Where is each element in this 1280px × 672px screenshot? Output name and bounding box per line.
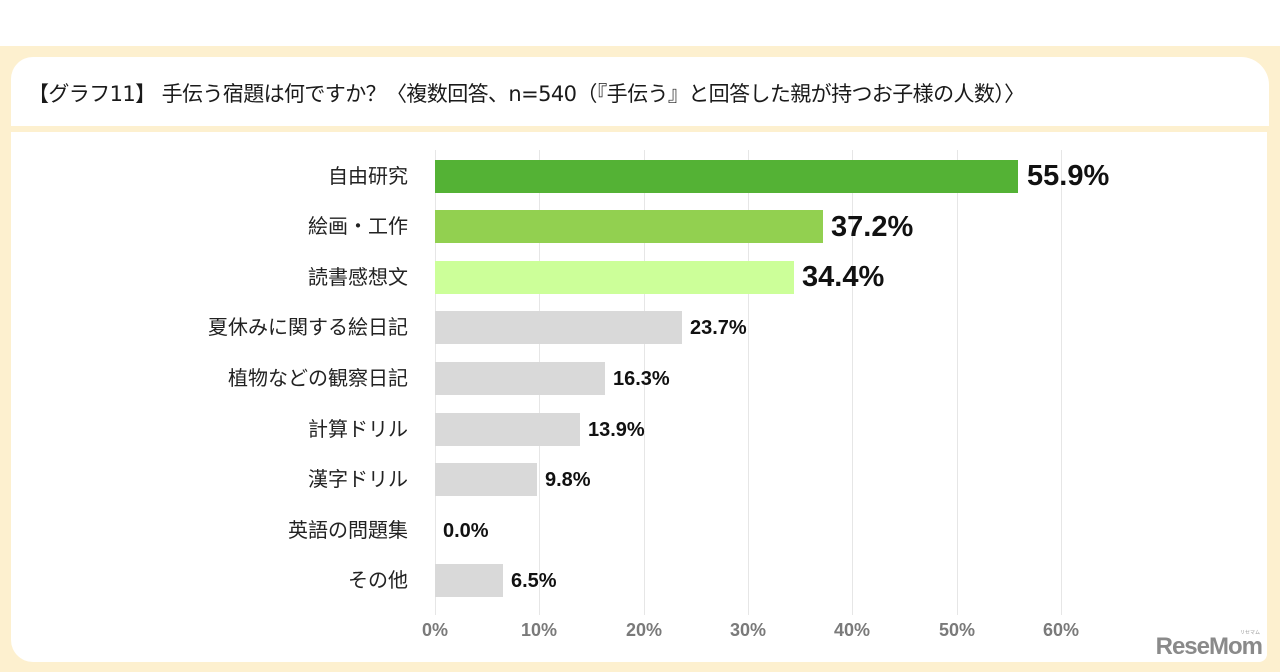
value-label: 0.0%: [443, 520, 489, 542]
value-label: 34.4%: [802, 261, 885, 293]
category-label: 自由研究: [328, 164, 408, 188]
category-label: 英語の問題集: [288, 518, 408, 542]
logo-ruby: リセマム: [1239, 630, 1260, 636]
x-tick-label: 50%: [938, 620, 976, 640]
gridline-30: [748, 150, 749, 615]
x-tick-label: 60%: [1042, 620, 1080, 640]
value-label: 16.3%: [613, 368, 670, 390]
bar-jiyu-kenkyu: [435, 160, 1018, 193]
gridline-40: [852, 150, 853, 615]
value-label: 37.2%: [831, 211, 914, 243]
bar-kanji-drill: [435, 463, 537, 496]
x-tick-label: 30%: [729, 620, 767, 640]
category-label: 絵画・工作: [308, 214, 408, 238]
value-label: 55.9%: [1027, 160, 1110, 192]
value-label: 6.5%: [511, 570, 557, 592]
gridline-20: [644, 150, 645, 615]
x-tick-label: 0%: [421, 620, 449, 640]
category-label: 植物などの観察日記: [228, 366, 408, 390]
gridline-60: [1061, 150, 1062, 615]
bar-kaiga-kousaku: [435, 210, 823, 243]
bar-keisan-drill: [435, 413, 580, 446]
value-label: 9.8%: [545, 469, 591, 491]
category-label: 読書感想文: [308, 265, 408, 289]
bar-enikki: [435, 311, 682, 344]
x-tick-label: 40%: [833, 620, 871, 640]
gridline-50: [957, 150, 958, 615]
resemom-logo: ReseMom: [1155, 633, 1263, 660]
category-label: 漢字ドリル: [308, 467, 408, 491]
category-label: 夏休みに関する絵日記: [208, 315, 408, 339]
value-label: 23.7%: [690, 317, 747, 339]
bar-sonota: [435, 564, 503, 597]
category-label: 計算ドリル: [308, 417, 408, 441]
value-label: 13.9%: [588, 419, 645, 441]
title-card: [11, 57, 1269, 126]
bar-dokusho-kansoubun: [435, 261, 794, 294]
category-label: その他: [348, 568, 408, 592]
x-tick-label: 10%: [520, 620, 558, 640]
bar-kansatsu-nikki: [435, 362, 605, 395]
x-tick-label: 20%: [625, 620, 663, 640]
chart-title: 【グラフ11】 手伝う宿題は何ですか？〈複数回答、n=540（『手伝う』と回答し…: [28, 82, 1025, 106]
